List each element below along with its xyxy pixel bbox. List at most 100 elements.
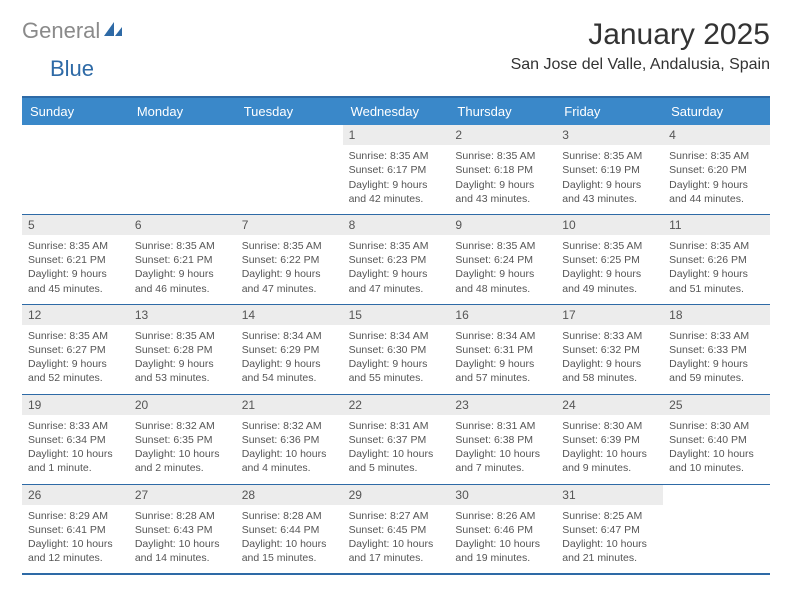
sunset-line: Sunset: 6:24 PM [455,253,550,267]
daylight-line: Daylight: 10 hours and 14 minutes. [135,537,230,565]
day-number: 24 [556,395,663,415]
sunset-line: Sunset: 6:31 PM [455,343,550,357]
day-cell: 13Sunrise: 8:35 AMSunset: 6:28 PMDayligh… [129,305,236,394]
sunset-line: Sunset: 6:26 PM [669,253,764,267]
daylight-line: Daylight: 9 hours and 59 minutes. [669,357,764,385]
daylight-line: Daylight: 9 hours and 47 minutes. [349,267,444,295]
sunrise-line: Sunrise: 8:26 AM [455,509,550,523]
day-cell: 25Sunrise: 8:30 AMSunset: 6:40 PMDayligh… [663,395,770,484]
weekday-col-0: Sunday [22,98,129,125]
weekday-col-6: Saturday [663,98,770,125]
day-number: 25 [663,395,770,415]
daylight-line: Daylight: 9 hours and 49 minutes. [562,267,657,295]
sunset-line: Sunset: 6:25 PM [562,253,657,267]
daylight-line: Daylight: 9 hours and 43 minutes. [562,178,657,206]
day-cell: 17Sunrise: 8:33 AMSunset: 6:32 PMDayligh… [556,305,663,394]
day-cell: 9 Sunrise: 8:35 AMSunset: 6:24 PMDaylight… [449,215,556,304]
daylight-line: Daylight: 9 hours and 58 minutes. [562,357,657,385]
calendar-body: ...1Sunrise: 8:35 AMSunset: 6:17 PMDayli… [22,125,770,573]
day-cell: 28Sunrise: 8:28 AMSunset: 6:44 PMDayligh… [236,485,343,574]
sunrise-line: Sunrise: 8:35 AM [669,239,764,253]
day-cell: 10Sunrise: 8:35 AMSunset: 6:25 PMDayligh… [556,215,663,304]
day-cell: 26Sunrise: 8:29 AMSunset: 6:41 PMDayligh… [22,485,129,574]
sunrise-line: Sunrise: 8:28 AM [242,509,337,523]
sunrise-line: Sunrise: 8:34 AM [349,329,444,343]
day-cell: 19Sunrise: 8:33 AMSunset: 6:34 PMDayligh… [22,395,129,484]
day-number: 18 [663,305,770,325]
day-number: 12 [22,305,129,325]
sunrise-line: Sunrise: 8:35 AM [349,149,444,163]
sunset-line: Sunset: 6:44 PM [242,523,337,537]
sunrise-line: Sunrise: 8:34 AM [242,329,337,343]
day-number: 14 [236,305,343,325]
sunrise-line: Sunrise: 8:33 AM [28,419,123,433]
day-number: 19 [22,395,129,415]
sunrise-line: Sunrise: 8:32 AM [242,419,337,433]
sunset-line: Sunset: 6:33 PM [669,343,764,357]
day-number: 17 [556,305,663,325]
week-row: 12Sunrise: 8:35 AMSunset: 6:27 PMDayligh… [22,304,770,394]
daylight-line: Daylight: 10 hours and 17 minutes. [349,537,444,565]
day-number: 23 [449,395,556,415]
empty-cell: . [663,485,770,574]
sunrise-line: Sunrise: 8:29 AM [28,509,123,523]
daylight-line: Daylight: 10 hours and 2 minutes. [135,447,230,475]
day-cell: 1Sunrise: 8:35 AMSunset: 6:17 PMDaylight… [343,125,450,214]
day-cell: 30Sunrise: 8:26 AMSunset: 6:46 PMDayligh… [449,485,556,574]
daylight-line: Daylight: 10 hours and 1 minute. [28,447,123,475]
sunset-line: Sunset: 6:29 PM [242,343,337,357]
week-row: 26Sunrise: 8:29 AMSunset: 6:41 PMDayligh… [22,484,770,574]
sunrise-line: Sunrise: 8:35 AM [135,329,230,343]
day-cell: 29Sunrise: 8:27 AMSunset: 6:45 PMDayligh… [343,485,450,574]
day-cell: 20Sunrise: 8:32 AMSunset: 6:35 PMDayligh… [129,395,236,484]
day-number: 21 [236,395,343,415]
sunrise-line: Sunrise: 8:35 AM [242,239,337,253]
sunrise-line: Sunrise: 8:35 AM [135,239,230,253]
daylight-line: Daylight: 9 hours and 51 minutes. [669,267,764,295]
daylight-line: Daylight: 9 hours and 47 minutes. [242,267,337,295]
sunrise-line: Sunrise: 8:30 AM [669,419,764,433]
day-number: 6 [129,215,236,235]
daylight-line: Daylight: 10 hours and 4 minutes. [242,447,337,475]
sunset-line: Sunset: 6:35 PM [135,433,230,447]
daylight-line: Daylight: 9 hours and 54 minutes. [242,357,337,385]
week-row: 19Sunrise: 8:33 AMSunset: 6:34 PMDayligh… [22,394,770,484]
sunrise-line: Sunrise: 8:35 AM [455,239,550,253]
sunset-line: Sunset: 6:28 PM [135,343,230,357]
day-cell: 16Sunrise: 8:34 AMSunset: 6:31 PMDayligh… [449,305,556,394]
day-number: 9 [449,215,556,235]
day-number: 29 [343,485,450,505]
sunrise-line: Sunrise: 8:28 AM [135,509,230,523]
calendar: SundayMondayTuesdayWednesdayThursdayFrid… [22,96,770,575]
sunset-line: Sunset: 6:20 PM [669,163,764,177]
day-cell: 18Sunrise: 8:33 AMSunset: 6:33 PMDayligh… [663,305,770,394]
daylight-line: Daylight: 10 hours and 9 minutes. [562,447,657,475]
day-cell: 22Sunrise: 8:31 AMSunset: 6:37 PMDayligh… [343,395,450,484]
sunset-line: Sunset: 6:23 PM [349,253,444,267]
sunset-line: Sunset: 6:38 PM [455,433,550,447]
daylight-line: Daylight: 9 hours and 55 minutes. [349,357,444,385]
day-number: 3 [556,125,663,145]
sunset-line: Sunset: 6:32 PM [562,343,657,357]
daylight-line: Daylight: 9 hours and 52 minutes. [28,357,123,385]
day-number: 26 [22,485,129,505]
brand-right: Blue [50,56,94,82]
daylight-line: Daylight: 9 hours and 48 minutes. [455,267,550,295]
month-title: January 2025 [511,18,770,52]
day-number: 7 [236,215,343,235]
day-number: 16 [449,305,556,325]
day-cell: 15Sunrise: 8:34 AMSunset: 6:30 PMDayligh… [343,305,450,394]
day-cell: 21Sunrise: 8:32 AMSunset: 6:36 PMDayligh… [236,395,343,484]
day-number: 13 [129,305,236,325]
daylight-line: Daylight: 9 hours and 42 minutes. [349,178,444,206]
daylight-line: Daylight: 10 hours and 19 minutes. [455,537,550,565]
day-cell: 2Sunrise: 8:35 AMSunset: 6:18 PMDaylight… [449,125,556,214]
sunset-line: Sunset: 6:27 PM [28,343,123,357]
day-number: 1 [343,125,450,145]
location: San Jose del Valle, Andalusia, Spain [511,56,770,74]
sunset-line: Sunset: 6:40 PM [669,433,764,447]
day-number: 28 [236,485,343,505]
weekday-col-4: Thursday [449,98,556,125]
day-cell: 3Sunrise: 8:35 AMSunset: 6:19 PMDaylight… [556,125,663,214]
sunset-line: Sunset: 6:37 PM [349,433,444,447]
